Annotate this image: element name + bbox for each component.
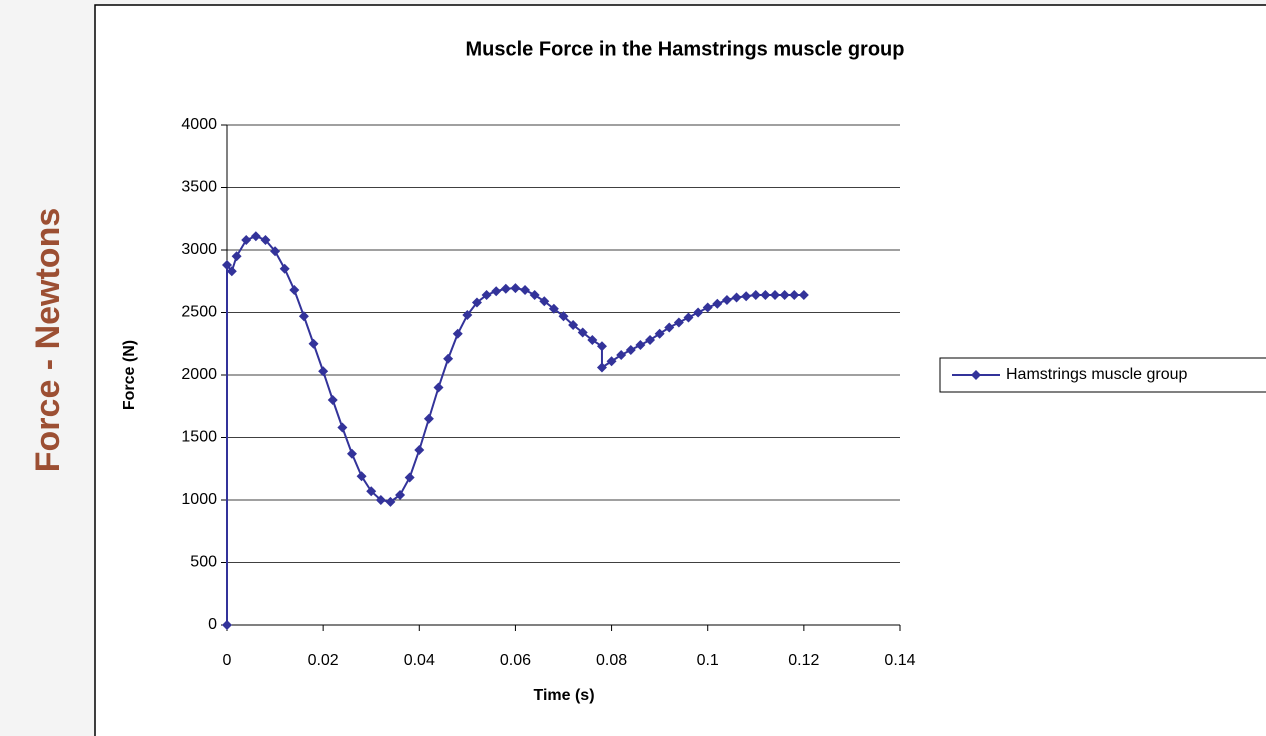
y-tick-label: 1500 — [181, 429, 217, 446]
x-axis-title: Time (s) — [533, 687, 594, 704]
y-tick-label: 2000 — [181, 366, 217, 383]
x-tick-label: 0 — [223, 652, 232, 669]
chart-title: Muscle Force in the Hamstrings muscle gr… — [466, 38, 905, 60]
y-axis-title: Force (N) — [121, 340, 138, 410]
y-tick-label: 2500 — [181, 304, 217, 321]
legend-label: Hamstrings muscle group — [1006, 366, 1188, 383]
y-tick-label: 3500 — [181, 179, 217, 196]
y-tick-label: 500 — [190, 554, 217, 571]
y-tick-label: 1000 — [181, 491, 217, 508]
side-label: Force - Newtons — [29, 208, 67, 472]
x-tick-label: 0.12 — [788, 652, 819, 669]
chart: Force - Newtons Muscle Force in the Hams… — [0, 0, 1266, 736]
x-tick-label: 0.14 — [884, 652, 915, 669]
y-tick-label: 4000 — [181, 116, 217, 133]
x-tick-label: 0.1 — [697, 652, 719, 669]
y-tick-label: 0 — [208, 616, 217, 633]
x-tick-label: 0.08 — [596, 652, 627, 669]
y-tick-label: 3000 — [181, 241, 217, 258]
x-tick-label: 0.04 — [404, 652, 435, 669]
x-tick-label: 0.02 — [308, 652, 339, 669]
x-tick-label: 0.06 — [500, 652, 531, 669]
